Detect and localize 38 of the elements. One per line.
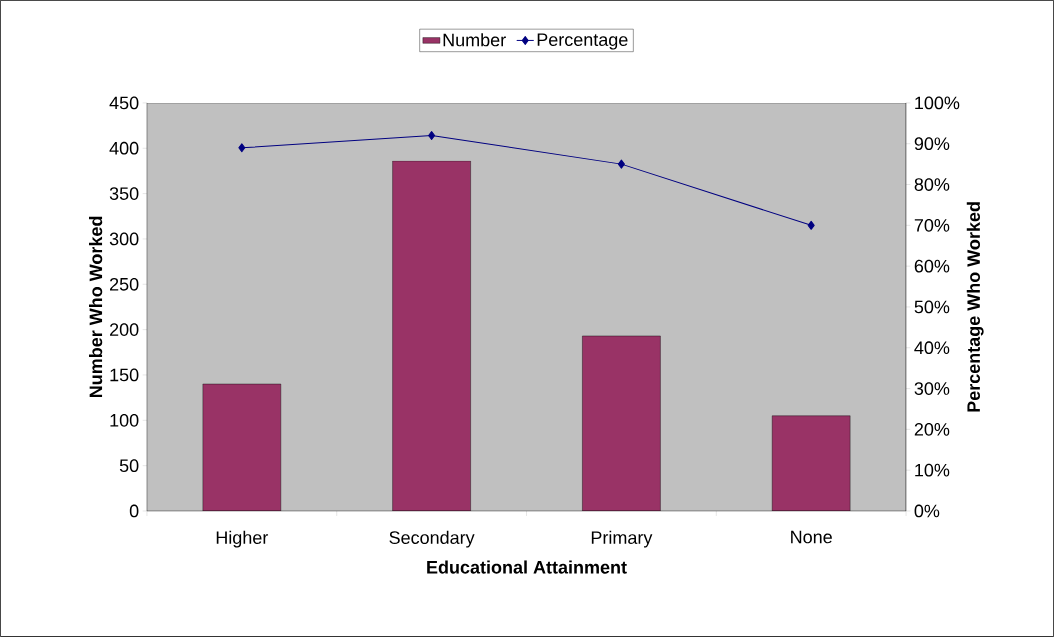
x-axis-title: Educational Attainment	[427, 560, 627, 574]
y2-tick-label: 100%	[915, 96, 960, 110]
bar	[392, 161, 471, 512]
y2-tick-label: 40%	[914, 341, 950, 355]
point	[807, 220, 815, 230]
x-tick-label: None	[791, 530, 832, 544]
y2-tick-label: 20%	[914, 423, 950, 436]
y2-tick-label: 50%	[914, 300, 950, 314]
legend-label: Number	[443, 33, 506, 47]
y-tick-label: 100	[110, 413, 139, 427]
y2-tick-label: 80%	[914, 178, 950, 191]
y2-tick-label: 60%	[914, 259, 950, 273]
bar	[771, 415, 851, 512]
y-tick-label: 300	[109, 232, 139, 246]
bar	[202, 384, 281, 512]
y-tick-label: 350	[109, 187, 139, 201]
y2-tick-label: 30%	[914, 382, 950, 395]
y2-tick-label: 70%	[914, 219, 950, 232]
y-axis-title: Number Who Worked	[89, 216, 103, 398]
y2-tick-label: 90%	[914, 137, 950, 151]
y-tick-label: 0	[129, 504, 139, 518]
point	[617, 159, 625, 169]
point	[238, 143, 246, 153]
x-tick-label: Primary	[591, 530, 653, 548]
point	[428, 131, 436, 141]
y-tick-label: 200	[110, 323, 139, 337]
y-tick-label: 250	[110, 277, 139, 291]
y-tick-label: 50	[119, 459, 139, 473]
y-tick-label: 150	[110, 368, 139, 382]
y-tick-label: 450	[109, 96, 139, 110]
y2-axis-title: Percentage Who Worked	[966, 202, 984, 412]
y2-tick-label: 10%	[915, 463, 950, 477]
legend-label: Percentage	[537, 33, 628, 50]
x-tick-label: Secondary	[389, 530, 475, 548]
bar	[582, 336, 661, 512]
y-tick-label: 400	[109, 141, 139, 155]
y2-tick-label: 0%	[914, 504, 940, 518]
x-tick-label: Higher	[216, 530, 269, 548]
